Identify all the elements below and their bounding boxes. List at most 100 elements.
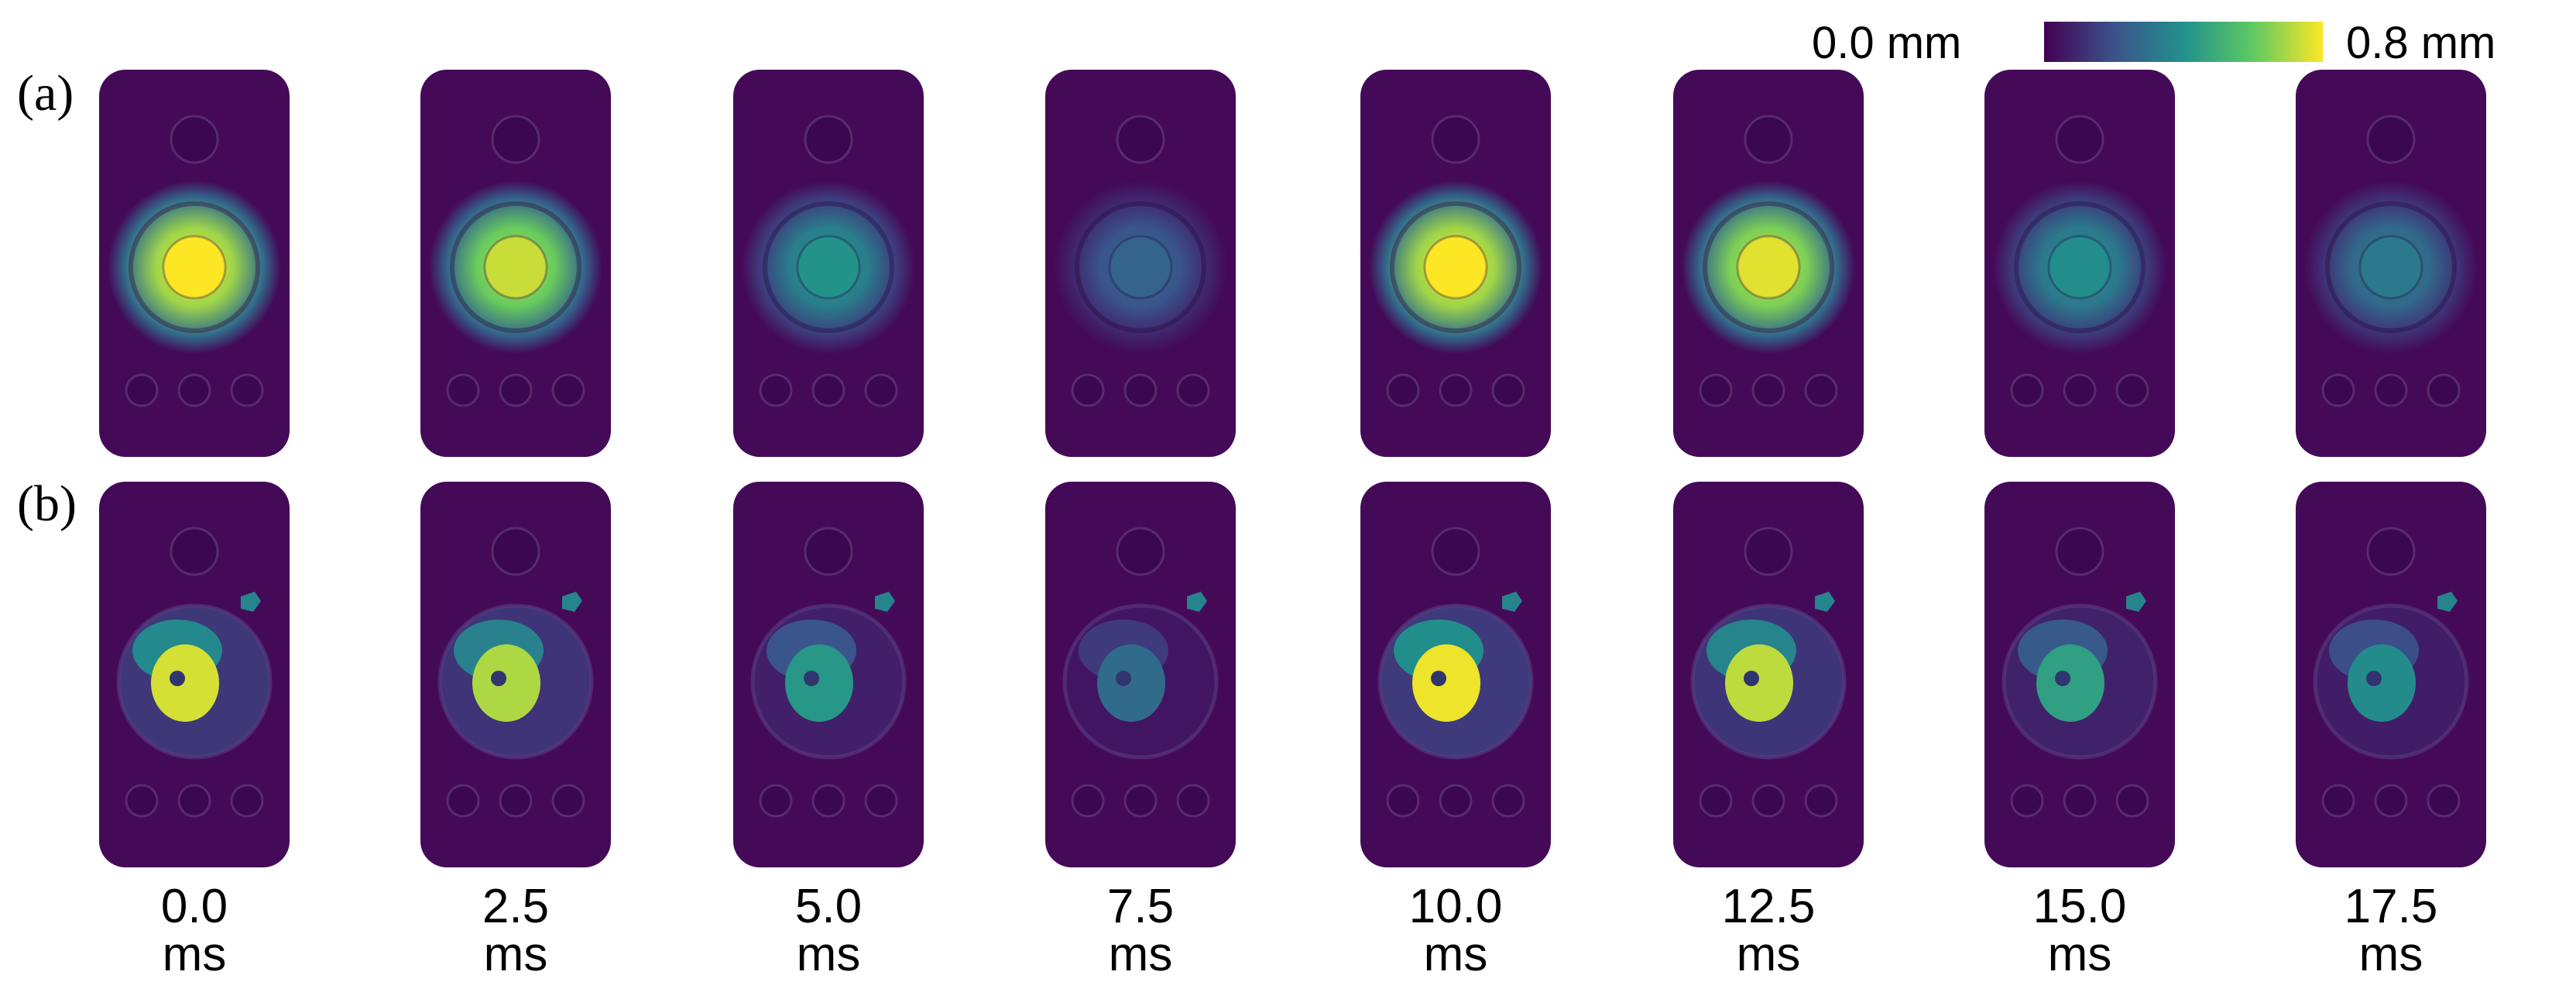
top-button: [491, 115, 540, 164]
time-label-6: 15.0 ms: [1987, 883, 2173, 979]
bottom-button: [2010, 373, 2044, 407]
measured-artifact-patch: [2437, 592, 2458, 612]
speaker-ring: [2014, 201, 2146, 333]
bottom-button: [1071, 784, 1105, 818]
time-label-5: 12.5 ms: [1676, 883, 1861, 979]
time-unit: ms: [483, 928, 548, 981]
measured-artifact-patch: [1502, 592, 1522, 612]
top-button: [491, 527, 540, 576]
time-value: 2.5: [482, 880, 550, 933]
device-panel-b-6: [1984, 482, 2175, 867]
bottom-button: [1699, 373, 1733, 407]
measured-artifact-patch: [1187, 592, 1207, 612]
speaker-cone-center: [2047, 235, 2112, 300]
bottom-button: [446, 784, 480, 818]
time-unit: ms: [2358, 928, 2423, 981]
row-label-a: (a): [17, 65, 74, 122]
top-button: [170, 115, 219, 164]
measured-artifact-patch: [1815, 592, 1835, 612]
device-panel-a-6: [1984, 70, 2175, 457]
time-label-4: 10.0 ms: [1363, 883, 1549, 979]
time-label-2: 5.0 ms: [736, 883, 921, 979]
bottom-button: [1804, 373, 1838, 407]
device-panel-a-0: [99, 70, 290, 457]
device-panel-b-7: [2296, 482, 2486, 867]
bottom-button: [177, 784, 211, 818]
speaker-cone-center: [1108, 235, 1173, 300]
top-button: [1116, 115, 1165, 164]
bottom-button: [230, 373, 264, 407]
speaker-ring: [1075, 201, 1206, 333]
bottom-button: [2321, 784, 2355, 818]
bottom-button: [1386, 373, 1420, 407]
measured-field-center: [1725, 644, 1793, 722]
bottom-button: [446, 373, 480, 407]
time-label-0: 0.0 ms: [101, 883, 287, 979]
speaker-cone-center: [2358, 235, 2423, 300]
bottom-button: [2427, 784, 2461, 818]
speaker-cone-center: [1423, 235, 1488, 300]
measured-field-hole: [491, 671, 506, 686]
device-panel-a-4: [1360, 70, 1551, 457]
bottom-button: [551, 784, 585, 818]
bottom-button: [1751, 784, 1785, 818]
bottom-button: [125, 784, 159, 818]
top-button: [1116, 527, 1165, 576]
bottom-button: [2115, 373, 2149, 407]
colorbar-max-label: 0.8 mm: [2346, 18, 2496, 68]
time-unit: ms: [162, 928, 227, 981]
measured-artifact-patch: [2126, 592, 2146, 612]
measured-field-hole: [2366, 671, 2382, 686]
measured-field-center: [1412, 644, 1480, 722]
speaker-cone-center: [162, 235, 227, 300]
measured-field-hole: [804, 671, 819, 686]
speaker-cone-center: [483, 235, 548, 300]
bottom-button: [551, 373, 585, 407]
time-value: 7.5: [1106, 880, 1175, 933]
speaker-cone-center: [1736, 235, 1801, 300]
bottom-button: [2427, 373, 2461, 407]
speaker-ring: [129, 201, 260, 333]
top-button: [2055, 115, 2104, 164]
bottom-button: [499, 784, 533, 818]
bottom-button: [1751, 373, 1785, 407]
measured-field-hole: [1744, 671, 1759, 686]
device-panel-a-3: [1045, 70, 1236, 457]
bottom-button: [864, 373, 898, 407]
bottom-button: [1071, 373, 1105, 407]
bottom-button: [125, 373, 159, 407]
time-value: 15.0: [2032, 880, 2127, 933]
device-panel-b-4: [1360, 482, 1551, 867]
bottom-button: [811, 373, 846, 407]
bottom-button: [2321, 373, 2355, 407]
bottom-button: [864, 784, 898, 818]
time-unit: ms: [2047, 928, 2112, 981]
measured-field-center: [785, 644, 853, 722]
device-panel-b-5: [1673, 482, 1864, 867]
bottom-button: [759, 373, 793, 407]
bottom-button: [177, 373, 211, 407]
time-value: 5.0: [794, 880, 863, 933]
device-panel-b-1: [420, 482, 611, 867]
bottom-button: [2063, 373, 2097, 407]
measured-artifact-patch: [241, 592, 261, 612]
bottom-button: [1491, 784, 1525, 818]
bottom-button: [1491, 373, 1525, 407]
device-panel-a-2: [733, 70, 924, 457]
time-label-7: 17.5 ms: [2298, 883, 2484, 979]
time-unit: ms: [1423, 928, 1488, 981]
bottom-button: [1439, 373, 1473, 407]
bottom-button: [1176, 373, 1210, 407]
time-value: 10.0: [1408, 880, 1503, 933]
time-label-3: 7.5 ms: [1048, 883, 1233, 979]
device-panel-a-7: [2296, 70, 2486, 457]
top-button: [2055, 527, 2104, 576]
bottom-button: [1123, 373, 1158, 407]
measured-artifact-patch: [875, 592, 895, 612]
bottom-button: [499, 373, 533, 407]
measured-field-center: [1097, 644, 1165, 722]
colorbar-gradient: [2044, 22, 2323, 62]
measured-field-hole: [170, 671, 185, 686]
bottom-button: [1439, 784, 1473, 818]
